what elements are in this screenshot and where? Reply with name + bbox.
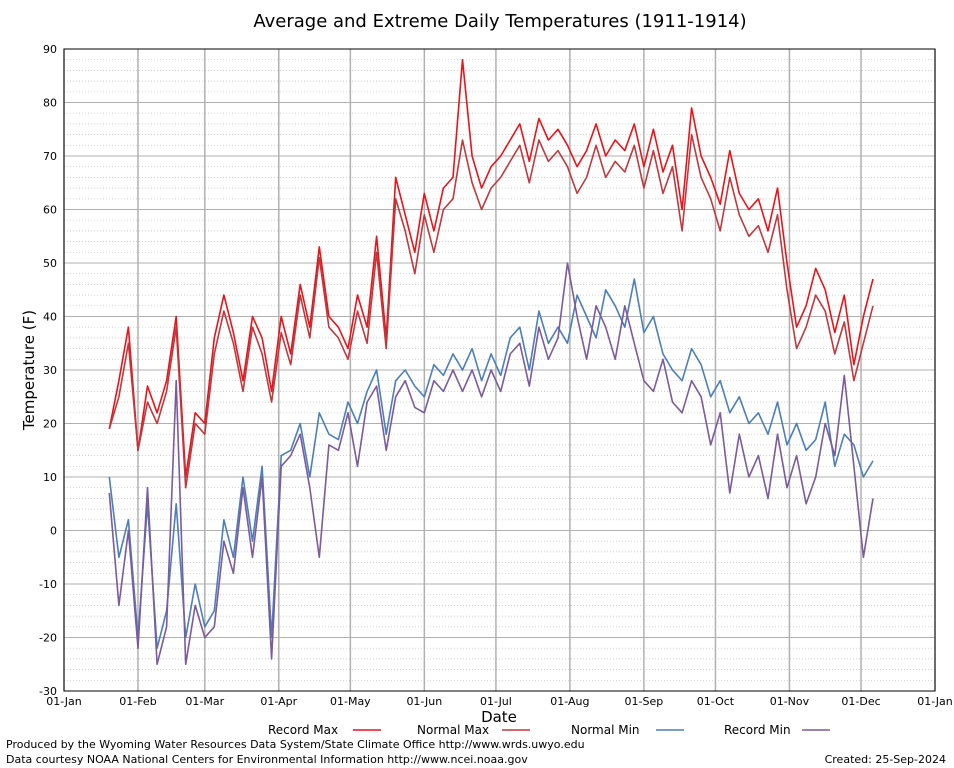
x-tick-label: 01-Nov — [770, 695, 810, 708]
y-tick-label: 20 — [43, 418, 57, 431]
y-tick-label: 50 — [43, 257, 57, 270]
x-tick-label: 01-Feb — [119, 695, 156, 708]
x-axis-ticks: 01-Jan 01-Feb 01-Mar 01-Apr 01-May 01-Jun 01-J… — [46, 695, 953, 708]
legend-label-record-min: Record Min — [724, 723, 791, 737]
y-tick-label: 0 — [50, 525, 57, 538]
y-tick-label: -20 — [39, 632, 57, 645]
normal-max-line — [108, 133, 874, 489]
x-tick-label: 01-May — [330, 695, 371, 708]
legend-label-record-max: Record Max — [268, 723, 338, 737]
x-tick-label: 01-Apr — [260, 695, 297, 708]
series-lines — [108, 58, 874, 666]
x-tick-label: 01-Jan — [917, 695, 953, 708]
x-tick-label: 01-Sep — [625, 695, 664, 708]
legend-label-normal-min: Normal Min — [571, 723, 640, 737]
legend: Record Max Normal Max Normal Min Record Min — [268, 723, 830, 737]
record-max-line — [108, 58, 874, 478]
record-min-line — [108, 262, 874, 666]
x-tick-label: 01-Jan — [46, 695, 82, 708]
x-tick-label: 01-Jun — [406, 695, 442, 708]
chart-title: Average and Extreme Daily Temperatures (… — [253, 11, 746, 32]
x-tick-label: 01-Mar — [185, 695, 224, 708]
y-tick-label: 90 — [43, 43, 57, 56]
x-tick-label: 01-Jul — [480, 695, 512, 708]
legend-label-normal-max: Normal Max — [417, 723, 489, 737]
y-tick-label: 80 — [43, 97, 57, 110]
x-tick-label: 01-Oct — [697, 695, 735, 708]
y-axis-label: Temperature (F) — [20, 310, 38, 431]
normal-min-line — [108, 278, 874, 650]
created-date: Created: 25-Sep-2024 — [824, 753, 946, 766]
y-tick-label: -10 — [39, 578, 57, 591]
y-tick-label: 70 — [43, 150, 57, 163]
y-tick-label: 60 — [43, 204, 57, 217]
plot-grid — [63, 48, 936, 692]
y-axis-ticks: -30 -20 -10 0 10 20 30 40 50 60 70 80 90 — [39, 43, 57, 698]
y-tick-label: 10 — [43, 471, 57, 484]
y-tick-label: 40 — [43, 311, 57, 324]
y-tick-label: 30 — [43, 364, 57, 377]
plot-frame — [63, 48, 936, 692]
x-tick-label: 01-Aug — [550, 695, 589, 708]
y-tick-label: -30 — [39, 685, 57, 698]
x-axis-label: Date — [481, 708, 517, 726]
x-tick-label: 01-Dec — [841, 695, 880, 708]
credit-line-1: Produced by the Wyoming Water Resources … — [6, 738, 585, 751]
credit-line-2: Data courtesy NOAA National Centers for … — [6, 753, 528, 766]
